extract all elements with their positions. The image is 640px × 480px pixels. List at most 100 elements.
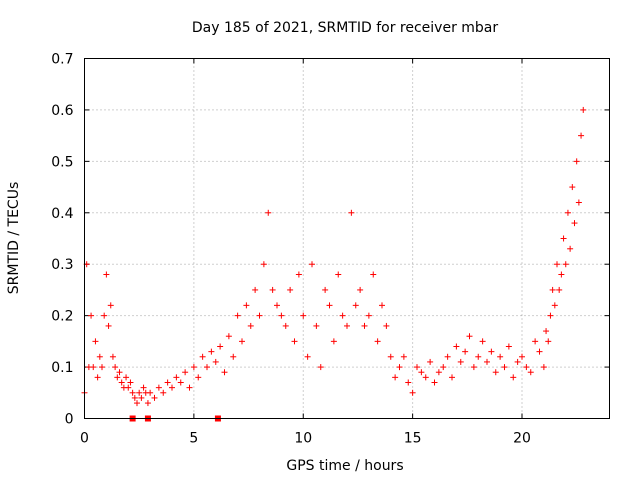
data-point xyxy=(304,353,311,360)
x-tick-label: 15 xyxy=(404,431,422,447)
data-point xyxy=(101,312,108,319)
data-point xyxy=(519,353,525,360)
data-point xyxy=(392,374,399,381)
data-point xyxy=(125,384,132,391)
data-point xyxy=(326,302,333,309)
data-point xyxy=(335,271,342,278)
data-point xyxy=(357,286,364,293)
data-point xyxy=(457,358,464,365)
data-point xyxy=(575,199,582,206)
data-point xyxy=(300,312,307,319)
data-point xyxy=(540,364,547,371)
data-point xyxy=(484,358,490,365)
data-point xyxy=(414,364,420,371)
y-tick-label: 0.3 xyxy=(51,257,73,273)
x-axis-label: GPS time / hours xyxy=(286,458,403,474)
data-point xyxy=(274,302,280,309)
data-point xyxy=(352,302,359,309)
data-points xyxy=(81,106,587,407)
data-point xyxy=(164,379,171,386)
data-point xyxy=(199,353,206,360)
data-point xyxy=(243,302,250,309)
data-point xyxy=(134,400,140,407)
data-point xyxy=(501,364,508,371)
data-point xyxy=(190,364,197,371)
y-axis-label: SRMTID / TECUs xyxy=(6,182,22,295)
data-point xyxy=(155,384,162,391)
data-point xyxy=(545,338,552,345)
data-point xyxy=(400,353,407,360)
data-point xyxy=(208,348,215,355)
x-tick-label: 20 xyxy=(513,431,531,447)
data-point xyxy=(422,374,429,381)
data-point xyxy=(112,364,119,371)
data-point xyxy=(118,379,125,386)
data-point xyxy=(573,158,580,165)
data-point xyxy=(479,338,486,345)
axis-ticks: 0 0.1 0.2 0.3 0.4 0.5 0.6 0.7 0 5 10 15 20 xyxy=(51,52,610,447)
data-point xyxy=(418,369,425,376)
data-point xyxy=(558,271,565,278)
data-point xyxy=(396,364,403,371)
data-point xyxy=(440,364,447,371)
data-point xyxy=(252,286,259,293)
data-point xyxy=(475,353,482,360)
data-point xyxy=(204,364,210,371)
data-point xyxy=(466,333,473,340)
data-point xyxy=(107,302,114,309)
data-point xyxy=(444,353,451,360)
data-point xyxy=(96,353,103,360)
data-point xyxy=(551,302,558,309)
data-point xyxy=(88,312,95,319)
data-point xyxy=(212,358,219,365)
y-tick-label: 0.2 xyxy=(51,309,73,325)
data-point xyxy=(370,271,377,278)
data-point xyxy=(269,286,276,293)
data-point xyxy=(177,379,184,386)
data-point xyxy=(169,384,175,391)
data-point xyxy=(510,374,517,381)
data-point xyxy=(578,132,585,139)
data-point xyxy=(505,343,512,350)
data-point xyxy=(549,286,556,293)
data-point xyxy=(387,353,394,360)
data-point xyxy=(221,369,228,376)
chart-title: Day 185 of 2021, SRMTID for receiver mba… xyxy=(192,20,499,36)
data-point xyxy=(295,271,302,278)
data-point xyxy=(514,358,521,365)
data-point xyxy=(348,209,355,216)
data-point xyxy=(140,384,147,391)
data-point xyxy=(523,364,530,371)
x-tick-label: 5 xyxy=(189,431,198,447)
data-point xyxy=(256,312,263,319)
data-point xyxy=(309,261,315,268)
data-point xyxy=(99,364,105,371)
data-point xyxy=(287,286,294,293)
data-point xyxy=(453,343,460,350)
y-tick-label: 0.6 xyxy=(51,103,73,119)
data-point xyxy=(564,209,571,216)
data-point xyxy=(313,322,320,329)
data-point xyxy=(317,364,324,371)
data-point xyxy=(339,312,346,319)
data-point xyxy=(147,389,154,396)
data-point xyxy=(195,374,202,381)
data-point xyxy=(94,374,101,381)
data-point xyxy=(431,379,438,386)
data-point xyxy=(144,400,151,407)
data-point xyxy=(234,312,241,319)
data-point xyxy=(427,358,434,365)
grid-lines xyxy=(84,58,610,419)
data-point xyxy=(532,338,539,345)
data-point xyxy=(260,261,267,268)
y-tick-label: 0.4 xyxy=(51,206,73,222)
data-point xyxy=(129,389,136,396)
data-point xyxy=(365,312,372,319)
data-point xyxy=(160,389,167,396)
data-point xyxy=(435,369,442,376)
data-point xyxy=(92,338,99,345)
data-point xyxy=(409,389,416,396)
x-tick-label: 10 xyxy=(294,431,312,447)
plot-frame xyxy=(84,58,610,419)
